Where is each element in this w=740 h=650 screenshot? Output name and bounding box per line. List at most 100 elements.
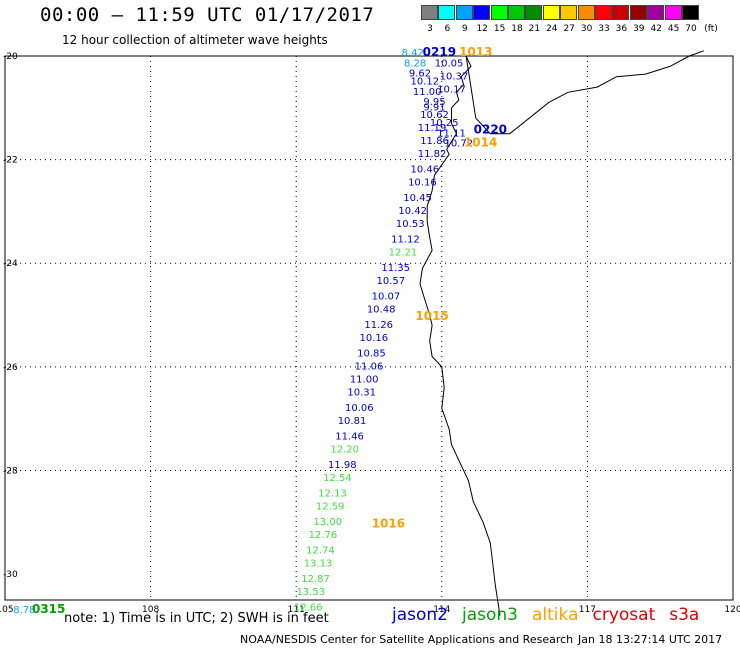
wave-height-label: 11.86 [420,136,449,147]
wave-height-label: 11.98 [328,460,357,471]
legend-swatch [629,5,647,20]
wave-height-label: 10.25 [430,118,459,129]
satellite-altika: altika [532,605,579,625]
legend-label: 39 [633,24,645,34]
map-frame [4,55,734,601]
wave-height-label: 8.28 [404,58,426,69]
track-time-label: 1016 [372,516,405,530]
wave-height-label: 12.54 [323,473,352,484]
wave-height-label: 12.59 [316,501,345,512]
wave-height-label: 10.16 [408,178,437,189]
wave-height-label: 11.19 [418,123,447,134]
wave-height-label: 11.35 [381,263,410,274]
legend-label: 21 [528,24,541,34]
lon-tick-label: 114 [433,605,450,615]
legend-swatch [595,5,612,20]
wave-height-label: 11.12 [391,235,420,246]
legend-swatch [612,5,630,20]
lat-tick-label: -30 [3,570,18,580]
page-subtitle: 12 hour collection of altimeter wave hei… [62,33,328,47]
legend-label: 9 [461,24,468,34]
wave-height-label: 8.42 [402,48,424,59]
satellite-cryosat: cryosat [592,605,656,625]
legend-swatch [525,5,543,20]
legend-label: 18 [511,24,523,34]
satellite-jason3: jason3 [462,605,518,625]
lat-tick-label: -24 [3,259,18,269]
legend-label: 33 [598,24,610,34]
legend-swatch [473,5,491,20]
wave-height-label: 12.21 [389,247,418,258]
lat-tick-label: -20 [3,52,18,62]
wave-height-label: 10.12 [410,76,439,87]
legend-label: 3 [427,24,433,34]
lon-tick-label: 120 [724,605,740,615]
track-time-label: 1013 [459,45,492,59]
wave-height-label: 12.20 [330,444,359,455]
wave-height-label: 12.66 [294,602,323,613]
legend-label: 27 [563,24,575,34]
wave-height-label: 10.62 [420,110,449,121]
legend-label: 70 [685,24,697,34]
wave-height-label: 13.00 [313,517,342,528]
wave-height-label: 13.53 [296,587,325,598]
wave-height-label: 10.53 [396,219,425,230]
wave-height-label: 9.95 [423,97,445,108]
wave-height-label: 10.48 [367,304,396,315]
lon-tick-label: 105 [0,605,14,615]
legend-label: 36 [615,24,628,34]
wave-height-label: 10.57 [377,276,406,287]
footer-timestamp: Jan 18 13:27:14 UTC 2017 [578,633,723,646]
wave-height-label: 12.87 [301,574,330,585]
lat-tick-label: -28 [3,466,18,476]
track-time-label: 0219 [423,45,456,59]
wave-height-label: 10.81 [338,416,367,427]
wave-height-legend: 3 6 9 12 15 18 21 24 27 30 33 36 39 42 45 70 (ft) [421,5,728,37]
legend-unit: (ft) [704,24,718,34]
wave-height-label: 9.91 [423,102,445,113]
wave-height-label: 11.00 [350,374,379,385]
wave-height-label: 10.31 [347,387,376,398]
legend-swatch [542,5,560,20]
coastline-west [419,55,501,616]
legend-swatch [560,5,578,20]
wave-height-label: 10.06 [345,403,374,414]
footer-note: note: 1) Time is in UTC; 2) SWH is in fe… [64,611,329,626]
wave-height-label: 10.72 [444,139,473,150]
satellite-legend: jason2 jason3 altika cryosat s3a [392,605,699,625]
legend-swatch [647,5,665,20]
wave-height-label: 11.11 [437,128,466,139]
lon-tick-label: 117 [579,605,596,615]
wave-height-label: 10.17 [437,84,466,95]
wave-height-label: 11.46 [335,431,364,442]
wave-height-label: 12.13 [318,488,347,499]
wave-height-label: 11.26 [364,320,393,331]
wave-height-label: 10.46 [410,165,439,176]
wave-height-label: 10.05 [435,58,464,69]
track-time-label: 0315 [32,602,65,616]
track-time-label: 1014 [464,136,497,150]
legend-swatch [490,5,508,20]
legend-swatch [577,5,595,20]
lat-tick-label: -26 [3,363,18,373]
coastline-north [465,50,705,135]
wave-height-label: 12.76 [309,530,338,541]
wave-height-label: 10.16 [360,333,389,344]
page-title: 00:00 – 11:59 UTC 01/17/2017 [40,4,375,26]
legend-swatch [438,5,456,20]
legend-swatch [455,5,473,20]
legend-label: 42 [650,24,662,34]
wave-height-label: 11.06 [355,361,384,372]
wave-height-label: 11.00 [413,87,442,98]
wave-height-label: 13.13 [304,558,333,569]
track-time-label: 0220 [474,123,507,137]
footer-credit: NOAA/NESDIS Center for Satellite Applica… [240,633,574,646]
satellite-s3a: s3a [669,605,700,625]
legend-label: 45 [667,24,680,34]
legend-swatch [682,5,699,20]
wave-height-label: 10.37 [440,71,469,82]
legend-label: 15 [493,24,506,34]
wave-height-label: 10.07 [372,292,401,303]
wave-height-label: 10.45 [403,193,432,204]
legend-label: 12 [476,24,488,34]
